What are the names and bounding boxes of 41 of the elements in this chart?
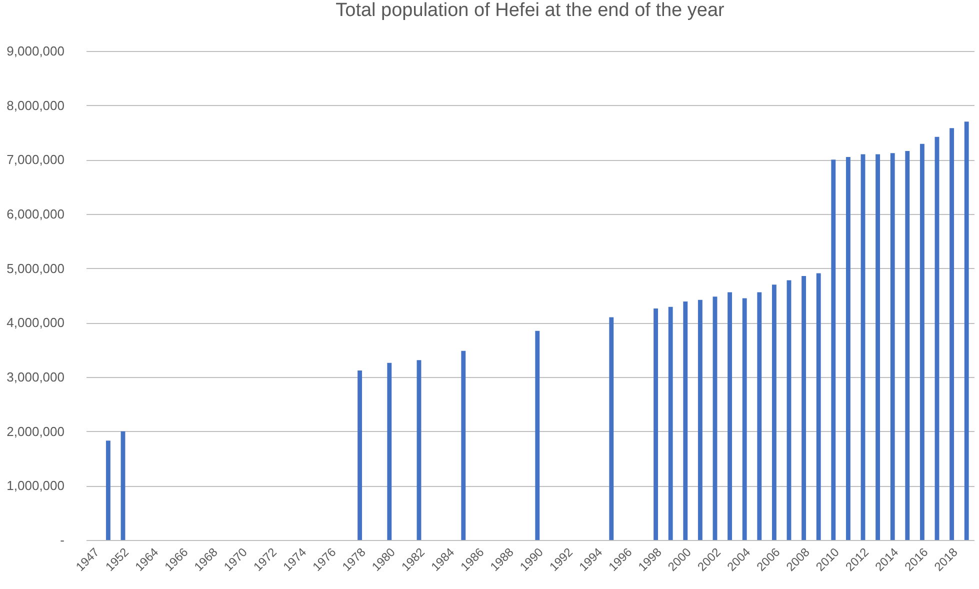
bar <box>461 350 466 540</box>
y-tick-label: - <box>60 532 64 548</box>
bar <box>964 122 969 540</box>
bar <box>387 362 392 540</box>
chart-title: Total population of Hefei at the end of the year <box>336 0 726 21</box>
bar <box>786 280 792 540</box>
bar <box>802 276 806 540</box>
bar <box>728 292 732 540</box>
bar <box>654 308 658 540</box>
y-tick-label: 6,000,000 <box>6 206 64 222</box>
bar <box>535 330 540 540</box>
bar <box>683 301 688 540</box>
bar <box>712 296 718 540</box>
bar <box>876 154 880 540</box>
bar <box>860 154 866 540</box>
y-tick-label: 2,000,000 <box>6 424 64 439</box>
bar <box>831 160 836 540</box>
y-tick-label: 9,000,000 <box>6 44 64 58</box>
bar <box>890 153 895 540</box>
bar <box>416 360 422 540</box>
bar <box>742 298 747 540</box>
bar <box>757 292 762 540</box>
y-tick-label: 8,000,000 <box>6 98 64 113</box>
bar <box>106 440 110 540</box>
bar <box>934 136 940 540</box>
y-tick-label: 3,000,000 <box>6 370 64 384</box>
bar <box>846 156 850 540</box>
bar <box>816 273 821 540</box>
bar <box>772 284 776 540</box>
y-tick-label: 5,000,000 <box>6 260 64 276</box>
bar <box>950 128 954 540</box>
bar <box>905 150 910 540</box>
bar <box>609 317 614 540</box>
y-tick-label: 7,000,000 <box>6 152 64 168</box>
bar <box>120 431 126 540</box>
bar <box>668 306 673 540</box>
bar <box>358 370 362 540</box>
y-tick-label: 1,000,000 <box>6 478 64 494</box>
bar <box>698 300 702 540</box>
bar <box>920 144 924 540</box>
y-tick-label: 4,000,000 <box>6 315 64 330</box>
